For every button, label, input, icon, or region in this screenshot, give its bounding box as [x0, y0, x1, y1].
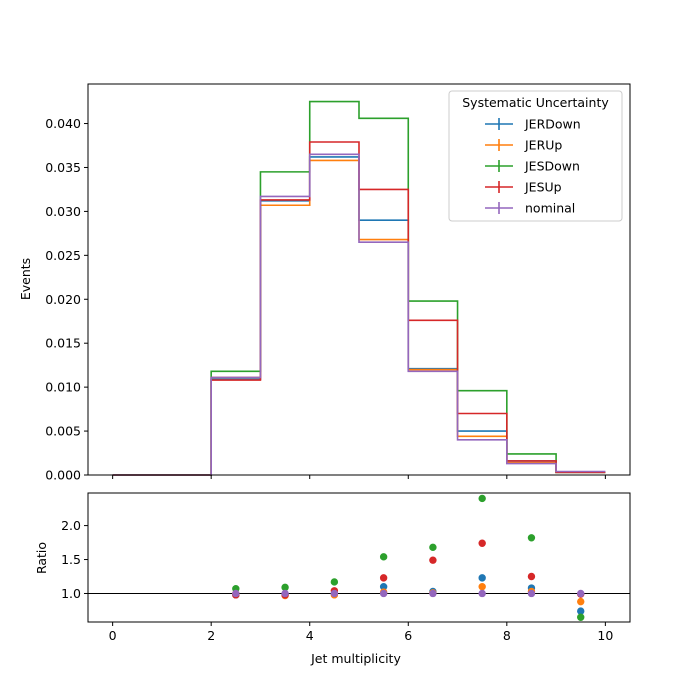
ratio-point-nominal: [429, 589, 437, 598]
bottom-plot-area: [88, 493, 630, 622]
legend-entry-nominal: nominal: [485, 201, 575, 216]
ratio-point-nominal: [478, 589, 486, 598]
ratio-point-jerup: [478, 582, 486, 591]
bottom-plot-frame: [87, 492, 631, 623]
ratio-point-nominal: [232, 589, 240, 598]
legend-label: JERUp: [524, 138, 562, 153]
bottom-x-tick-label: 2: [207, 628, 215, 643]
top-y-tick-label: 0.015: [45, 336, 81, 351]
ratio-point-jerdown: [577, 607, 585, 615]
legend-label: JESUp: [524, 180, 562, 195]
top-y-ticks: 0.000 0.005 0.010 0.015 0.020 0.025 0.030 0.035…: [45, 116, 88, 483]
legend: Systematic Uncertainty JERDown JERUp JESDo…: [448, 90, 623, 222]
legend-label: JESDown: [524, 159, 580, 174]
top-y-axis-label: Events: [18, 258, 33, 300]
top-y-tick-label: 0.025: [45, 248, 81, 263]
top-y-tick-label: 0.020: [45, 292, 81, 307]
ratio-point-jerdown: [478, 574, 486, 582]
legend-entry-jerup: JERUp: [485, 138, 562, 153]
bottom-y-tick-label: 1.0: [61, 586, 81, 601]
bottom-y-tick-label: 2.0: [61, 518, 81, 533]
ratio-point-jesup: [527, 572, 536, 581]
ratio-point-jesdown: [379, 553, 388, 561]
bottom-x-tick-label: 0: [109, 628, 117, 643]
top-plot-frame: [87, 83, 631, 476]
top-panel: 0.000 0.005 0.010 0.015 0.020 0.025 0.030 0.035…: [18, 83, 631, 483]
legend-label: nominal: [525, 201, 575, 216]
ratio-point-jesdown: [478, 494, 486, 503]
ratio-point-jesdown: [577, 613, 585, 621]
top-y-tick-label: 0.005: [45, 424, 81, 439]
top-y-tick-label: 0.035: [45, 160, 81, 175]
bottom-y-axis-label: Ratio: [34, 542, 49, 574]
bottom-x-tick-label: 4: [306, 628, 314, 643]
ratio-point-jerdown: [379, 582, 388, 591]
bottom-x-axis-label: Jet multiplicity: [310, 651, 401, 666]
top-x-ticks: [112, 475, 606, 479]
top-y-tick-label: 0.010: [45, 380, 81, 395]
legend-title: Systematic Uncertainty: [462, 95, 609, 110]
ratio-point-nominal: [577, 589, 585, 598]
ratio-point-nominal: [281, 589, 289, 598]
bottom-x-ticks: 0 2 4 6 8 10: [109, 622, 613, 643]
bottom-y-ticks: 1.0 1.5 2.0: [61, 518, 88, 601]
ratio-point-jesdown: [330, 578, 339, 586]
ratio-point-nominal: [527, 589, 536, 598]
ratio-point-jesup: [429, 556, 437, 564]
ratio-point-nominal: [379, 589, 388, 598]
bottom-y-tick-label: 1.5: [61, 552, 81, 567]
ratio-point-nominal: [330, 589, 339, 598]
top-y-tick-label: 0.000: [45, 468, 81, 483]
top-series-group: [112, 100, 606, 476]
bottom-panel: 1.0 1.5 2.0 0 2 4 6 8 10 Ratio Jet multiplicity: [34, 492, 631, 666]
ratio-point-jesup: [478, 539, 486, 547]
legend-entries: JERDown JERUp JESDown JESUp nominal: [485, 117, 581, 216]
top-y-tick-label: 0.030: [45, 204, 81, 219]
bottom-x-tick-label: 6: [404, 628, 412, 643]
legend-entry-jesdown: JESDown: [485, 159, 580, 174]
ratio-point-jesup: [379, 574, 388, 582]
bottom-points-group: [232, 494, 585, 621]
ratio-point-jerup: [577, 597, 585, 606]
legend-entry-jerdown: JERDown: [485, 117, 581, 132]
ratio-point-jesdown: [527, 534, 536, 542]
ratio-point-jesdown: [281, 583, 289, 592]
bottom-x-tick-label: 10: [597, 628, 613, 643]
ratio-point-jesdown: [429, 543, 437, 552]
histogram-step-nominal: [112, 153, 606, 476]
legend-entry-jesup: JESUp: [485, 180, 562, 195]
legend-label: JERDown: [524, 117, 581, 132]
bottom-x-tick-label: 8: [503, 628, 511, 643]
top-y-tick-label: 0.040: [45, 116, 81, 131]
